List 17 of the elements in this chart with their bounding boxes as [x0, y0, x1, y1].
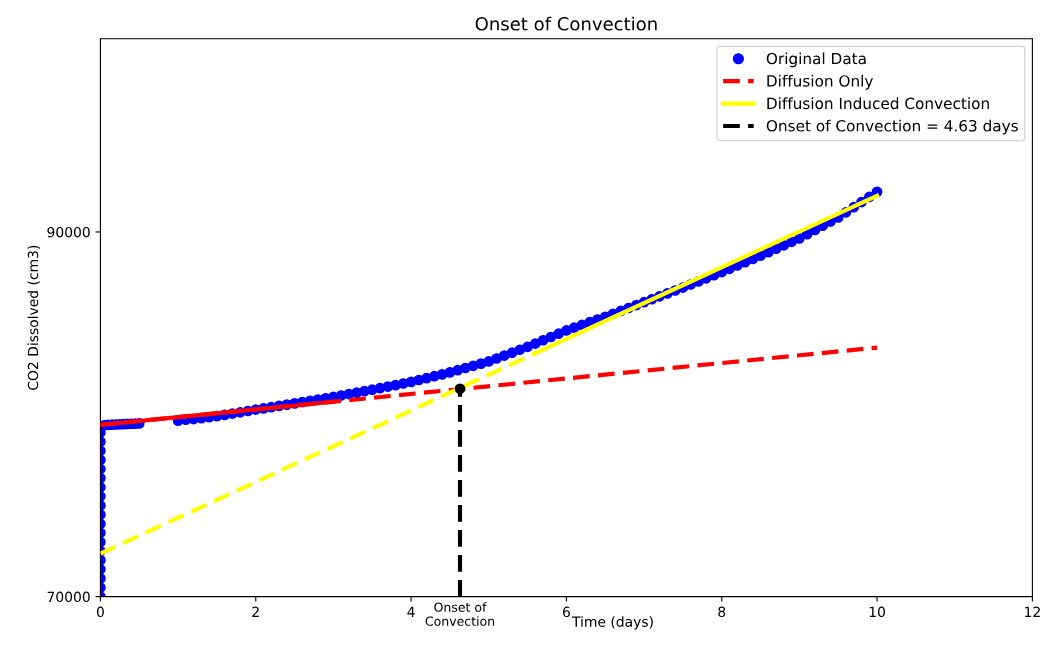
x-tick-label: 6 [562, 606, 570, 618]
legend-label: Diffusion Induced Convection [767, 97, 989, 110]
x-tick-label: 0 [96, 606, 104, 618]
x-tick-label: 8 [718, 606, 726, 618]
chart-title: Onset of Convection [475, 16, 657, 31]
x-tick-label: 10 [869, 606, 885, 618]
x-axis-title: Time (days) [571, 616, 653, 630]
legend-label: Onset of Convection = 4.63 days [766, 119, 1018, 135]
legend-label: Diffusion Only [767, 74, 873, 90]
y-axis-title: CO2 Dissolved (cm3) [27, 245, 40, 390]
legend-label: Original Data [766, 52, 866, 68]
y-tick-label: 70000 [47, 591, 90, 603]
x-tick-label: 12 [1025, 606, 1040, 617]
y-tick-label: 90000 [47, 226, 90, 238]
x-tick-label: 2 [252, 606, 259, 617]
annotation: Onset of Convection [425, 602, 495, 626]
x-tick-label: 4 [407, 606, 415, 617]
